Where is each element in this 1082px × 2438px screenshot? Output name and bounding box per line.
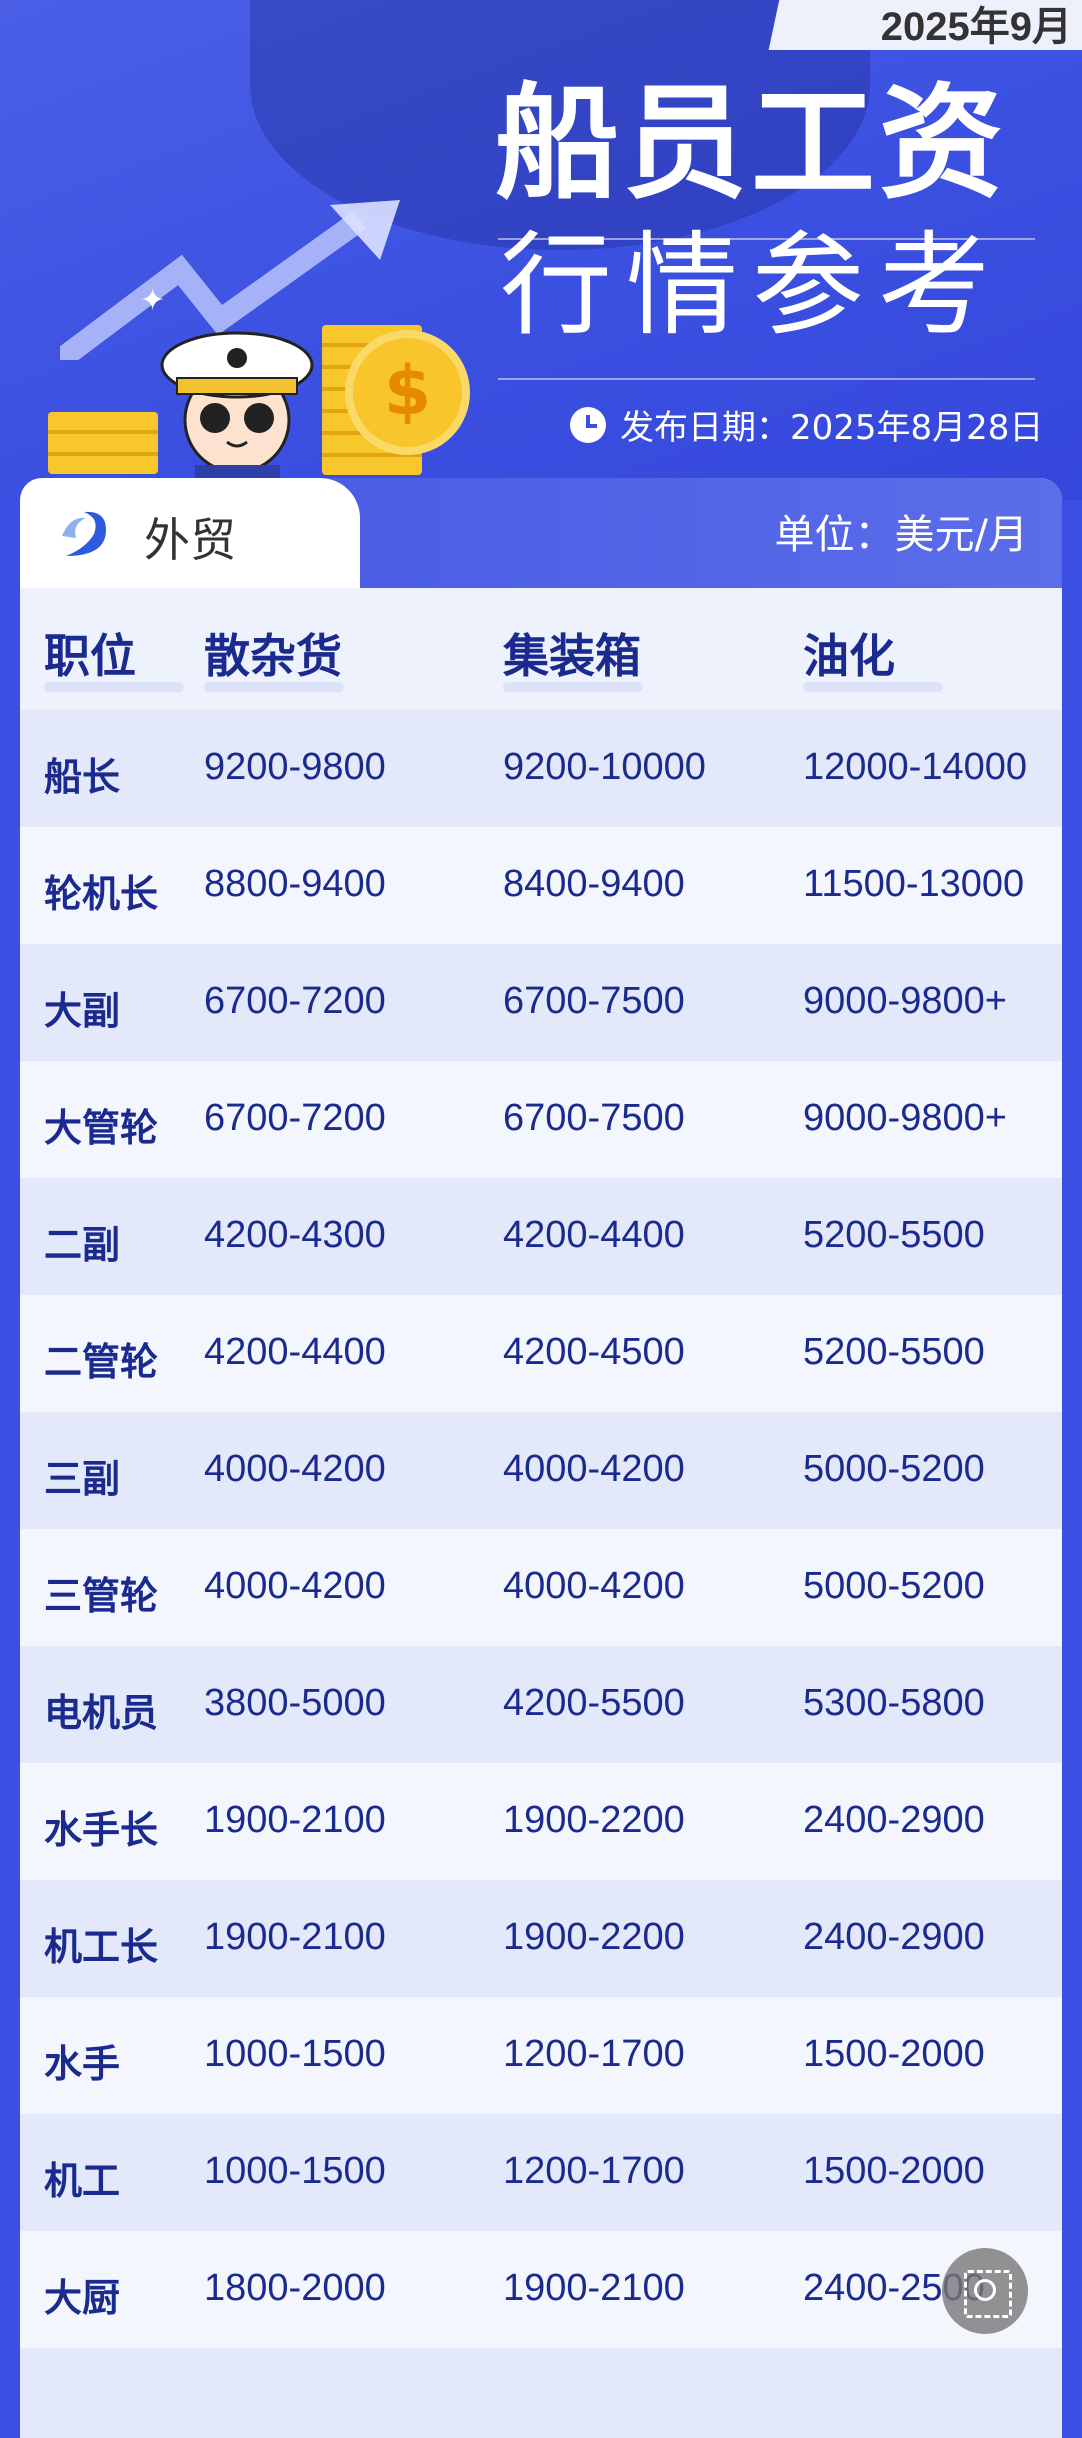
trend-arrow-icon: ✦ [60, 200, 400, 360]
salary-cell: 8400-9400 [503, 863, 685, 905]
position-cell: 三管轮 [44, 1574, 159, 1618]
position-cell: 二管轮 [44, 1340, 159, 1384]
salary-cell: 1500-2000 [803, 2033, 985, 2075]
salary-cell: 5000-5200 [803, 1565, 985, 1607]
salary-cell: 6700-7200 [204, 980, 386, 1022]
salary-cell: 2400-2900 [803, 1916, 985, 1958]
position-cell: 机工 [44, 2159, 121, 2203]
table-row: 三管轮 4000-4200 4000-4200 5000-5200 [20, 1529, 1062, 1646]
position-cell: 大副 [44, 989, 121, 1033]
page-title: 船员工资 [495, 72, 1008, 216]
column-header-container: 集装箱 [503, 620, 643, 692]
coin-stack-icon [48, 412, 158, 474]
salary-cell: 1200-1700 [503, 2033, 685, 2075]
sailor-mascot-icon [160, 331, 314, 485]
salary-cell: 6700-7200 [204, 1097, 386, 1139]
position-cell: 船长 [44, 755, 121, 799]
svg-text:✦: ✦ [140, 283, 165, 318]
salary-cell: 4200-4300 [204, 1214, 386, 1256]
salary-cell: 4200-4500 [503, 1331, 685, 1373]
salary-cell: 1500-2000 [803, 2150, 985, 2192]
salary-cell: 1900-2200 [503, 1799, 685, 1841]
salary-cell: 2400-2900 [803, 1799, 985, 1841]
divider [498, 238, 1035, 240]
salary-cell: 9200-10000 [503, 746, 706, 788]
salary-cell: 4000-4200 [503, 1448, 685, 1490]
table-row: 大管轮 6700-7200 6700-7500 9000-9800+ [20, 1061, 1062, 1178]
salary-cell: 1900-2100 [204, 1916, 386, 1958]
image-search-button[interactable] [942, 2248, 1028, 2334]
salary-cell: 1000-1500 [204, 2150, 386, 2192]
salary-cell: 1200-1700 [503, 2150, 685, 2192]
salary-cell: 1900-2200 [503, 1916, 685, 1958]
salary-cell: 5000-5200 [803, 1448, 985, 1490]
position-cell: 大厨 [44, 2276, 121, 2320]
wave-logo-icon [62, 511, 106, 556]
clock-icon [570, 406, 606, 443]
position-cell: 大管轮 [44, 1106, 159, 1150]
tab-label: 外贸 [144, 513, 236, 567]
column-header-bulk: 散杂货 [204, 620, 344, 692]
table-row: 轮机长 8800-9400 8400-9400 11500-13000 [20, 827, 1062, 944]
salary-cell: 4000-4200 [204, 1565, 386, 1607]
salary-cell: 5200-5500 [803, 1331, 985, 1373]
salary-cell: 3800-5000 [204, 1682, 386, 1724]
hero-banner: 2025年9月 ✦ $ 船员工资 行情参考 发布日期：2025年8月28日 [0, 0, 1082, 500]
table-row: 船长 9200-9800 9200-10000 12000-14000 [20, 710, 1062, 827]
table-row: 大副 6700-7200 6700-7500 9000-9800+ [20, 944, 1062, 1061]
salary-cell: 1900-2100 [204, 1799, 386, 1841]
table-row: 二管轮 4200-4400 4200-4500 5200-5500 [20, 1295, 1062, 1412]
salary-cell: 1800-2000 [204, 2267, 386, 2309]
salary-cell: 6700-7500 [503, 980, 685, 1022]
salary-cell: 4000-4200 [204, 1448, 386, 1490]
position-cell: 机工长 [44, 1925, 159, 1969]
salary-cell: 4200-5500 [503, 1682, 685, 1724]
salary-cell: 5300-5800 [803, 1682, 985, 1724]
position-cell: 三副 [44, 1457, 121, 1501]
position-cell: 电机员 [44, 1691, 159, 1735]
position-cell: 水手 [44, 2042, 121, 2086]
salary-cell: 4000-4200 [503, 1565, 685, 1607]
tab-foreign-trade[interactable]: 外贸 [20, 478, 360, 588]
salary-cell: 5200-5500 [803, 1214, 985, 1256]
table-row: 水手长 1900-2100 1900-2200 2400-2900 [20, 1763, 1062, 1880]
table-row: 水手 1000-1500 1200-1700 1500-2000 [20, 1997, 1062, 2114]
table-header: 职位 散杂货 集装箱 油化 [20, 588, 1062, 710]
month-label: 2025年9月 [880, 5, 1072, 49]
salary-cell: 9000-9800+ [803, 1097, 1007, 1139]
publish-date: 发布日期：2025年8月28日 [570, 400, 1043, 449]
salary-cell: 1900-2100 [503, 2267, 685, 2309]
table-row: 机工长 1900-2100 1900-2200 2400-2900 [20, 1880, 1062, 1997]
divider [498, 378, 1035, 380]
column-header-tanker: 油化 [803, 620, 943, 692]
position-cell: 水手长 [44, 1808, 159, 1852]
position-cell: 轮机长 [44, 872, 159, 916]
table-row: 二副 4200-4300 4200-4400 5200-5500 [20, 1178, 1062, 1295]
salary-cell: 11500-13000 [803, 863, 1025, 905]
table-row: 电机员 3800-5000 4200-5500 5300-5800 [20, 1646, 1062, 1763]
table-row: 机工 1000-1500 1200-1700 1500-2000 [20, 2114, 1062, 2231]
salary-card: 外贸 单位：美元/月 职位 散杂货 集装箱 油化 船长 9200-9800 9200… [20, 478, 1062, 2438]
column-header-position: 职位 [44, 620, 184, 692]
table-row [20, 2348, 1062, 2438]
table-row: 三副 4000-4200 4000-4200 5000-5200 [20, 1412, 1062, 1529]
publish-date-text: 发布日期：2025年8月28日 [620, 408, 1044, 448]
dollar-coin-icon: $ [345, 330, 470, 455]
salary-cell: 4200-4400 [503, 1214, 685, 1256]
salary-cell: 9200-9800 [204, 746, 386, 788]
tab-bar: 外贸 单位：美元/月 [20, 478, 1062, 588]
salary-cell: 9000-9800+ [803, 980, 1007, 1022]
unit-label: 单位：美元/月 [774, 512, 1028, 558]
salary-cell: 4200-4400 [204, 1331, 386, 1373]
position-cell: 二副 [44, 1223, 121, 1267]
table-row: 大厨 1800-2000 1900-2100 2400-2500 [20, 2231, 1062, 2348]
page-subtitle: 行情参考 [500, 221, 1004, 351]
salary-cell: 6700-7500 [503, 1097, 685, 1139]
salary-cell: 1000-1500 [204, 2033, 386, 2075]
salary-cell: 8800-9400 [204, 863, 386, 905]
salary-cell: 12000-14000 [803, 746, 1027, 788]
